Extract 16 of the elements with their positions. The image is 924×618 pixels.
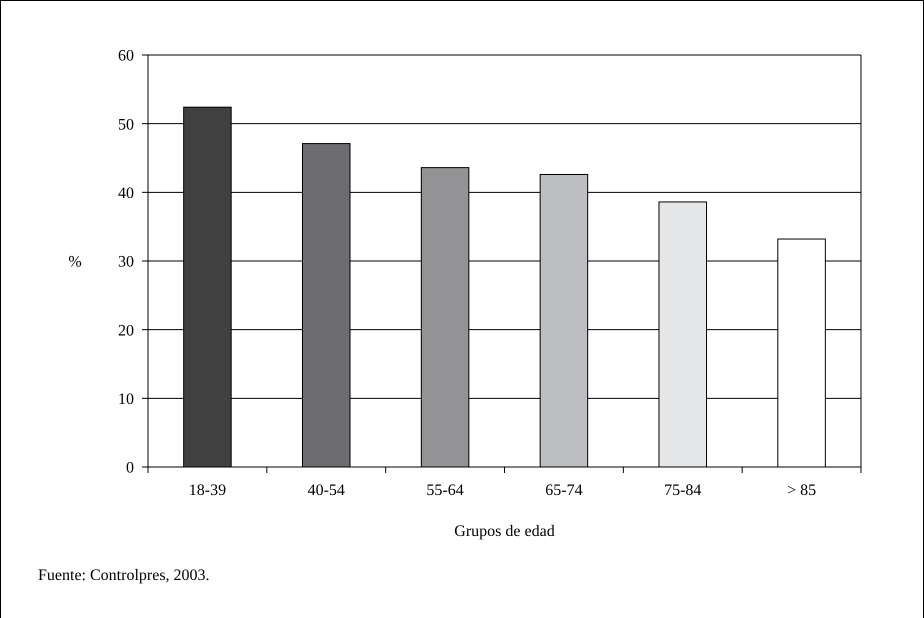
y-tick-label: 10 [118,390,134,408]
y-tick-label: 40 [118,184,134,202]
x-axis-title: Grupos de edad [454,523,555,540]
y-tick-label: 20 [118,322,134,340]
source-note: Fuente: Controlpres, 2003. [38,567,210,584]
y-tick-label: 0 [126,460,134,477]
x-tick-label: 75-84 [664,482,702,499]
x-tick-label: > 85 [787,482,816,499]
x-tick-label: 40-54 [308,482,345,499]
y-axis-title: % [68,254,82,271]
y-tick-label: 50 [118,116,134,134]
x-tick-label: 65-74 [545,482,583,499]
x-tick-label: 18-39 [188,482,226,499]
y-tick-label: 30 [118,254,134,271]
x-tick-label: 55-64 [426,482,464,499]
y-tick-label: 60 [118,48,134,65]
